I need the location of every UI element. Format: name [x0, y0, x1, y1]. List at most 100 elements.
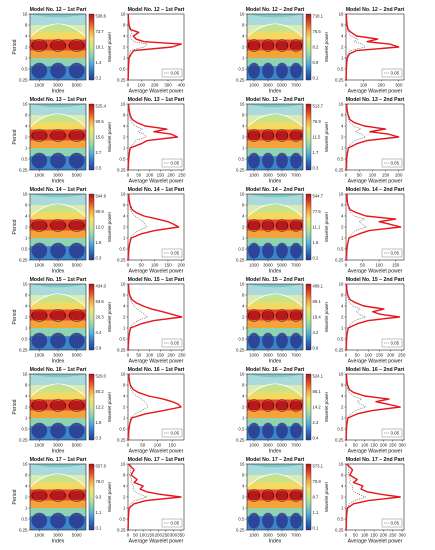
power-band	[247, 122, 303, 130]
low-power-blob	[248, 62, 260, 79]
colorbar-tick-label: 1.1	[96, 510, 102, 515]
y-tick-label: 4	[25, 484, 28, 489]
significance-contour	[276, 129, 288, 142]
colorbar	[88, 193, 95, 261]
cone-of-influence	[247, 464, 303, 488]
y-tick-label: 8	[242, 23, 245, 28]
low-power-blob	[290, 242, 302, 259]
y-tick-label: 16	[240, 462, 245, 467]
x-tick-label: 0	[345, 173, 348, 178]
x-tick-label: 3000	[263, 443, 273, 448]
x-axis-label: Average Wavelet power	[348, 539, 403, 545]
colorbar-label: Wavelet power	[324, 211, 329, 242]
x-tick-label: 250	[162, 533, 170, 538]
y-tick-label: 4	[25, 34, 28, 39]
high-power-blob	[275, 220, 289, 231]
x-axis-label: Average Wavelet power	[129, 539, 184, 545]
x-tick-label: 7000	[291, 533, 301, 538]
x-tick-label: 5000	[72, 443, 82, 448]
x-tick-label: 100	[369, 173, 377, 178]
significance-line	[128, 13, 148, 81]
high-power-blob	[49, 130, 67, 141]
y-tick-label: 0.25	[19, 78, 28, 83]
low-power-blob	[50, 242, 66, 259]
colorbar-label: Wavelet power	[107, 121, 112, 152]
x-tick-label: 1000	[249, 443, 259, 448]
y-tick-label: 8	[242, 383, 245, 388]
coi-line	[247, 473, 303, 488]
x-tick-label: 200	[380, 533, 388, 538]
x-axis-label: Average Wavelet power	[129, 89, 184, 95]
colorbar	[88, 13, 95, 81]
x-axis-label: Average Wavelet power	[129, 449, 184, 455]
y-tick-label: 2	[123, 225, 126, 230]
high-power-blob	[261, 130, 275, 141]
heatmap-body	[30, 104, 86, 170]
average-power-curve	[345, 373, 401, 441]
x-tick-label: 1000	[249, 83, 259, 88]
y-tick-label: 0.25	[117, 438, 126, 443]
significance-line	[128, 103, 147, 171]
low-power-blob	[262, 242, 274, 259]
legend-box	[381, 158, 403, 168]
legend-label: 0.05	[171, 521, 180, 526]
colorbar-tick-label: 19.4	[313, 315, 322, 320]
high-power-blob	[30, 220, 48, 231]
significance-contour	[31, 399, 48, 412]
y-tick-label: 0.25	[335, 528, 344, 533]
high-power-blob	[68, 130, 86, 141]
y-tick-label: 0.5	[238, 67, 245, 72]
x-tick-label: 100	[365, 353, 373, 358]
high-power-blob	[68, 220, 86, 231]
x-tick-label: 150	[157, 173, 165, 178]
x-tick-label: 50	[353, 533, 358, 538]
colorbar-label: Wavelet power	[107, 391, 112, 422]
y-tick-label: 8	[123, 293, 126, 298]
low-power-blob	[276, 152, 288, 169]
y-tick-label: 8	[242, 293, 245, 298]
panel-title: Model No. 16 – 1st Part	[30, 367, 87, 373]
power-band	[247, 399, 303, 411]
x-tick-label: 3000	[53, 443, 63, 448]
colorbar-tick-label: 0.3	[313, 166, 319, 171]
high-power-blob	[275, 310, 289, 321]
y-tick-label: 1	[341, 416, 344, 421]
colorbar-tick-label: 86.1	[313, 389, 322, 394]
high-power-blob	[261, 400, 275, 411]
y-tick-label: 8	[242, 473, 245, 478]
panel-title: Model No. 13 – 2nd Part	[246, 97, 305, 103]
coi-line	[30, 113, 86, 128]
x-tick-label: 200	[155, 533, 163, 538]
significance-contour	[290, 489, 302, 502]
legend-label: 0.05	[171, 431, 180, 436]
colorbar-tick-label: 529.0	[96, 374, 107, 379]
y-tick-label: 4	[242, 484, 245, 489]
high-power-blob	[289, 40, 303, 51]
low-power-blob	[276, 242, 288, 259]
panel-title: Model No. 14 – 2nd Part	[346, 187, 405, 193]
x-axis-label: Index	[52, 359, 65, 365]
low-power-blob	[276, 422, 288, 439]
heatmap-body	[30, 374, 86, 440]
y-tick-label: 8	[341, 473, 344, 478]
colorbar-tick-label: 70.8	[313, 479, 322, 484]
significance-contour	[276, 489, 288, 502]
low-power-blob	[50, 422, 66, 439]
legend-box	[381, 338, 403, 348]
colorbar-tick-label: 718.1	[313, 14, 324, 19]
y-tick-label: 2	[25, 405, 28, 410]
cone-of-influence	[247, 194, 303, 218]
x-tick-label: 0	[127, 263, 130, 268]
heatmap-body	[30, 14, 86, 80]
colorbar	[305, 103, 312, 171]
colorbar-label: Wavelet power	[324, 121, 329, 152]
y-tick-label: 2	[123, 315, 126, 320]
power-band	[247, 246, 303, 260]
power-band	[247, 489, 303, 501]
significance-contour	[276, 399, 288, 412]
y-tick-label: 0.5	[119, 427, 126, 432]
x-tick-label: 100	[139, 533, 147, 538]
x-tick-label: 7000	[291, 353, 301, 358]
